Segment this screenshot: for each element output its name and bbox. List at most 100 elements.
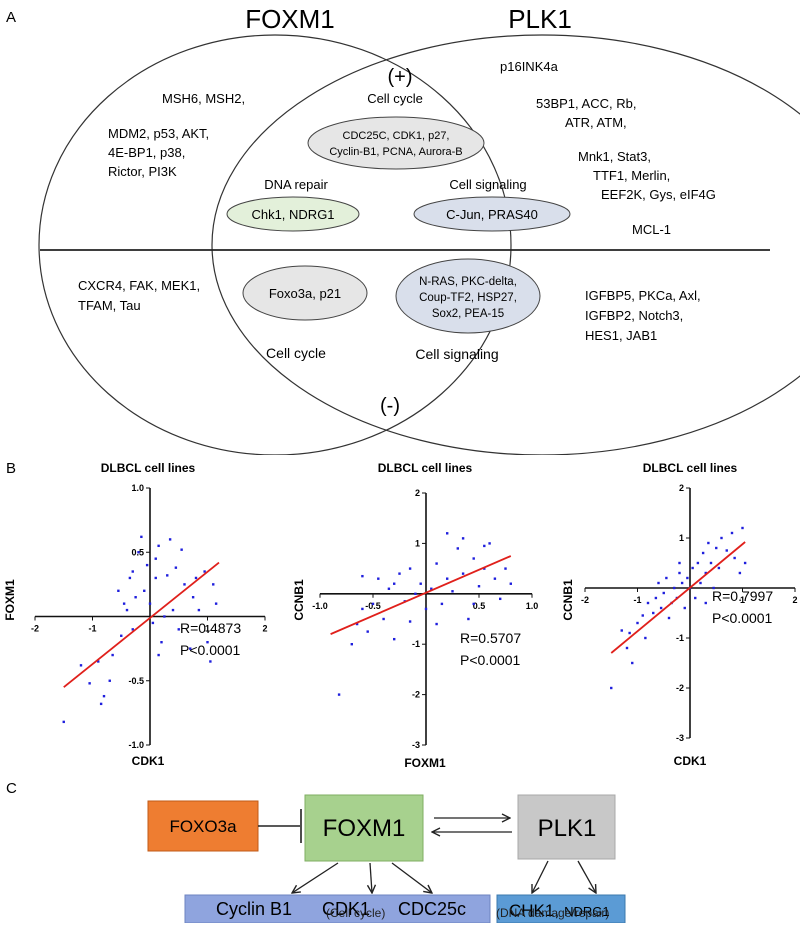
data-point	[691, 566, 694, 570]
data-point	[143, 589, 146, 592]
chart-p-value: P<0.0001	[712, 610, 773, 626]
data-point	[137, 551, 140, 554]
x-tick-label: 2	[262, 624, 267, 634]
data-point	[678, 571, 681, 575]
y-tick-label: -1	[412, 639, 420, 649]
data-point	[99, 702, 103, 706]
data-point	[387, 587, 391, 590]
cell-signaling-genes: C-Jun, PRAS40	[446, 207, 538, 222]
chart-r-value: R=0.5707	[460, 630, 521, 646]
data-point	[628, 631, 631, 635]
bottom-signaling-line: Coup-TF2, HSP27,	[419, 292, 517, 304]
list-line: CXCR4, FAK, MEK1,	[78, 278, 200, 293]
data-point	[467, 617, 470, 621]
x-tick-label: -1	[633, 595, 641, 605]
y-tick-label: 1.0	[131, 483, 144, 493]
negative-label: (-)	[380, 395, 400, 417]
x-tick-label: 1	[740, 595, 745, 605]
data-point	[191, 596, 195, 599]
y-tick-label: -2	[676, 683, 684, 693]
bottom-signaling-line: Sox2, PEA-15	[432, 308, 504, 320]
cell-cycle-genes-line: Cyclin-B1, PCNA, Aurora-B	[329, 146, 462, 158]
plk1-label: PLK1	[538, 815, 597, 842]
data-point	[456, 547, 459, 550]
list-line: MSH6, MSH2,	[162, 91, 245, 106]
data-point	[145, 563, 149, 567]
list-line: Mnk1, Stat3,	[578, 149, 651, 164]
data-point	[733, 556, 736, 560]
data-point	[111, 653, 114, 657]
list-line: EEF2K, Gys, eIF4G	[601, 187, 716, 202]
data-point	[163, 615, 166, 618]
cell-cycle-targets-box	[184, 894, 491, 924]
data-point	[194, 576, 198, 580]
data-point	[206, 641, 209, 644]
bottom-cell-cycle-label: Cell cycle	[266, 345, 326, 361]
data-point	[631, 661, 634, 665]
y-tick-label: 1	[415, 538, 420, 548]
foxo3a-oval	[242, 265, 368, 321]
plk1-negative-list: IGFBP5, PKCa, Axl, IGFBP2, Notch3, HES1,…	[585, 288, 701, 343]
data-point	[408, 620, 412, 623]
data-point	[673, 586, 676, 590]
target-chk1: CHK1, NDRG1	[509, 901, 610, 920]
dna-repair-caption: (DNA damage/repair)	[496, 906, 610, 920]
data-point	[157, 653, 160, 657]
data-point	[398, 572, 401, 575]
data-point	[168, 538, 172, 541]
scatter-chart-foxm1-ccnb1: DLBCL cell lines FOXM1 CCNB1 R=0.5707 P<…	[292, 461, 538, 770]
data-point	[212, 583, 215, 586]
data-point	[131, 628, 134, 631]
data-point	[730, 531, 734, 535]
data-point	[408, 567, 412, 570]
data-point	[414, 592, 417, 595]
data-point	[122, 602, 126, 605]
list-line: TTF1, Merlin,	[593, 168, 670, 183]
x-tick-label: 2	[792, 595, 797, 605]
x-tick-label: 1.0	[526, 601, 539, 611]
data-point	[699, 581, 702, 585]
foxm1-title: FOXM1	[245, 4, 335, 34]
chart-xlabel: CDK1	[674, 754, 707, 768]
data-point	[337, 693, 341, 696]
data-point	[696, 561, 700, 565]
scatter-plots: B DLBCL cell lines CDK1 FOXM1 R=0.4873 P…	[3, 460, 798, 770]
data-point	[472, 602, 475, 606]
chart-p-value: P<0.0001	[460, 652, 521, 668]
panel-a: A FOXM1 PLK1 (+) (-) MSH6, MSH2, MDM2, p…	[0, 0, 800, 456]
data-point	[461, 572, 465, 575]
data-point	[125, 608, 129, 612]
data-point	[504, 567, 507, 570]
x-tick-label: -2	[31, 624, 39, 634]
data-point	[620, 629, 623, 632]
data-point	[140, 535, 143, 539]
target-cdc25c: CDC25c	[398, 899, 466, 919]
data-point	[154, 557, 157, 560]
cell-cycle-oval	[307, 116, 485, 170]
data-point	[128, 576, 132, 580]
data-point	[662, 591, 665, 595]
data-point	[704, 601, 707, 605]
data-point	[667, 616, 671, 620]
arrow-to-cdc25c	[391, 862, 432, 893]
data-point	[180, 548, 183, 551]
scatter-chart-cdk1-ccnb1: DLBCL cell lines CDK1 CCNB1 R=0.7997 P<0…	[561, 461, 798, 768]
data-point	[738, 571, 742, 575]
foxo3a-box	[147, 800, 259, 852]
y-tick-label: -3	[676, 733, 684, 743]
target-cyclin-b1: Cyclin B1	[216, 899, 292, 919]
chart-xlabel: CDK1	[132, 754, 165, 768]
data-point	[366, 630, 369, 633]
data-point	[665, 576, 668, 580]
data-point	[393, 637, 396, 641]
data-point	[97, 660, 100, 663]
dna-repair-label: DNA repair	[264, 177, 328, 192]
data-point	[355, 622, 359, 626]
data-point	[189, 647, 192, 650]
data-point	[88, 682, 91, 685]
chart-title: DLBCL cell lines	[378, 461, 473, 475]
data-point	[654, 596, 658, 600]
cell-cycle-label: Cell cycle	[367, 91, 423, 106]
data-point	[712, 586, 715, 590]
y-tick-label: -2	[412, 690, 420, 700]
